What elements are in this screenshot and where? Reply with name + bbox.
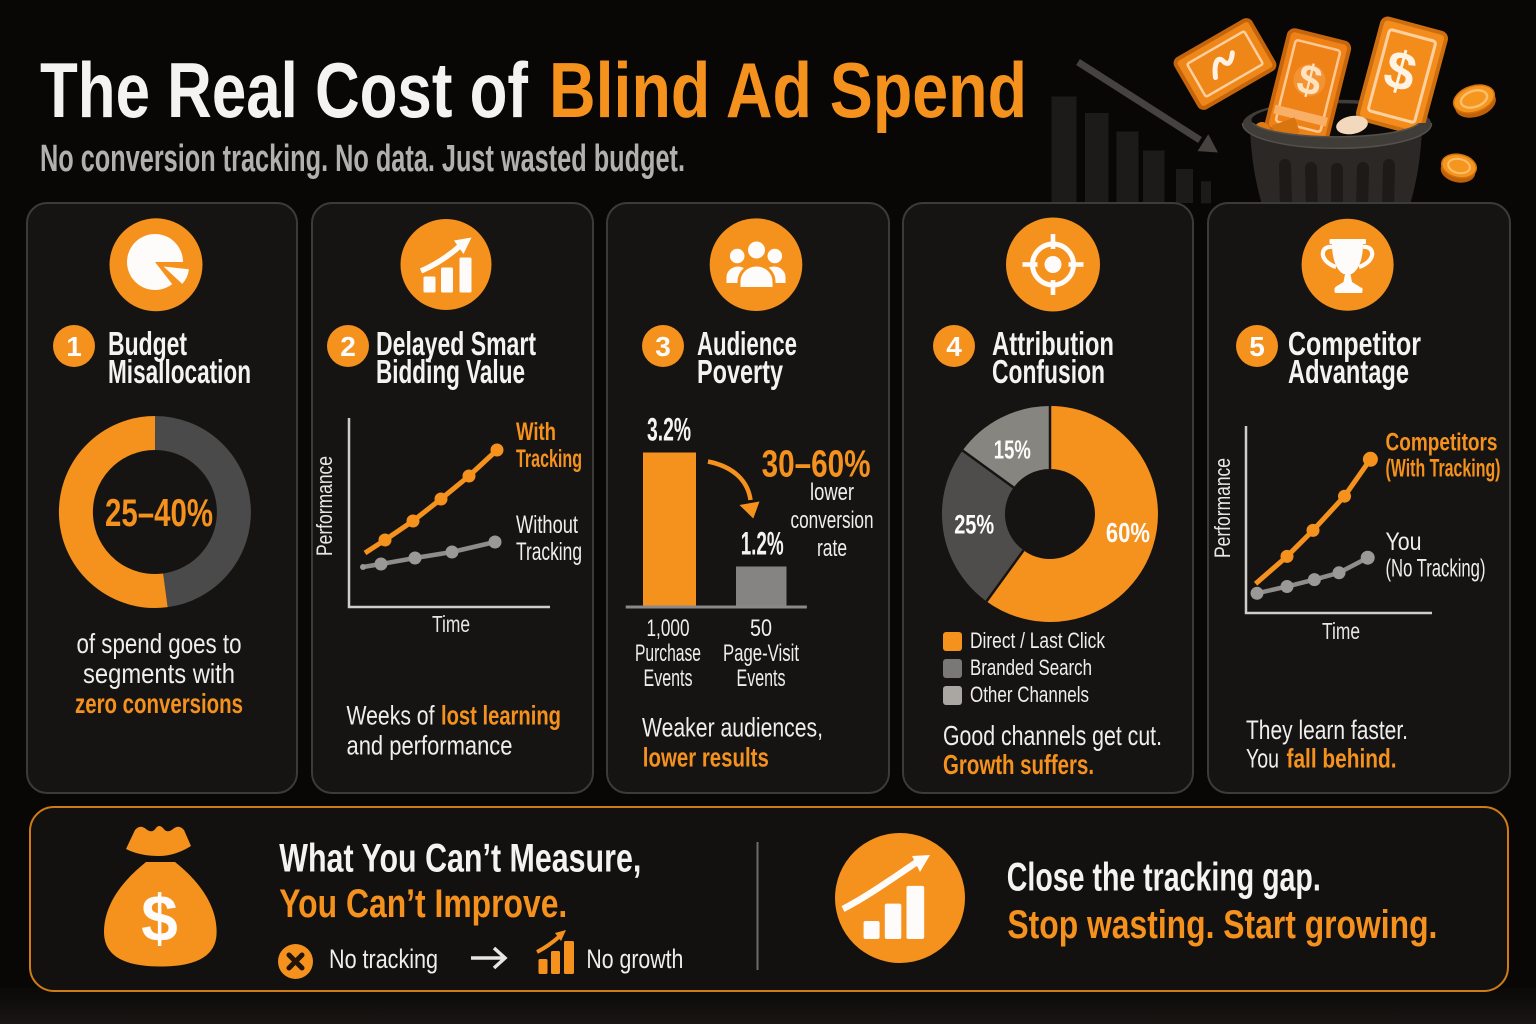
svg-text:60%: 60% [1106,517,1150,548]
svg-text:25–40%: 25–40% [105,492,213,535]
svg-text:Tracking: Tracking [516,538,582,566]
svg-text:Poverty: Poverty [697,353,783,390]
svg-text:zero conversions: zero conversions [75,688,243,719]
svg-text:30–60%: 30–60% [762,444,871,486]
svg-text:25%: 25% [954,510,994,540]
svg-text:1.2%: 1.2% [741,526,784,562]
svg-text:5: 5 [1249,331,1265,362]
svg-text:Direct / Last Click: Direct / Last Click [970,628,1106,653]
svg-text:Purchase: Purchase [635,640,701,667]
svg-text:No tracking: No tracking [329,944,438,974]
svg-text:Growth suffers.: Growth suffers. [943,749,1094,780]
svg-text:lost learning: lost learning [441,701,561,731]
svg-text:Delayed Smart: Delayed Smart [376,325,536,362]
svg-text:conversion: conversion [791,507,874,534]
svg-text:No growth: No growth [586,944,683,974]
svg-text:The Real Cost of: The Real Cost of [40,46,529,134]
svg-text:Page-Visit: Page-Visit [723,640,799,667]
svg-text:Bidding Value: Bidding Value [376,353,525,390]
svg-text:Budget: Budget [108,325,187,362]
svg-text:Events: Events [644,665,693,692]
svg-text:1: 1 [66,331,82,362]
svg-text:segments with: segments with [83,658,235,689]
svg-text:Advantage: Advantage [1288,353,1409,390]
svg-text:Competitor: Competitor [1288,325,1421,362]
svg-text:They learn faster.: They learn faster. [1246,715,1408,745]
svg-text:$: $ [141,881,178,955]
svg-text:Confusion: Confusion [992,353,1105,390]
svg-text:Branded Search: Branded Search [970,655,1092,680]
svg-text:3.2%: 3.2% [647,412,691,448]
svg-text:Competitors: Competitors [1386,429,1498,457]
svg-text:Audience: Audience [697,325,797,362]
svg-text:4: 4 [946,331,962,362]
svg-text:of spend goes to: of spend goes to [77,628,242,659]
svg-text:Time: Time [1322,618,1360,644]
svg-text:and performance: and performance [347,731,513,761]
svg-text:Weeks of: Weeks of [347,701,435,731]
svg-text:Events: Events [737,665,786,692]
svg-text:lower: lower [810,479,854,506]
svg-text:Good channels get cut.: Good channels get cut. [943,720,1162,751]
svg-text:Tracking: Tracking [516,445,582,473]
svg-text:Performance: Performance [1210,458,1235,558]
svg-text:Other Channels: Other Channels [970,682,1089,707]
svg-text:Without: Without [516,511,578,539]
svg-text:50: 50 [750,615,772,642]
svg-text:Close the tracking gap.: Close the tracking gap. [1007,856,1321,900]
svg-text:rate: rate [817,535,847,562]
svg-text:Performance: Performance [312,456,337,556]
svg-text:2: 2 [340,331,356,362]
svg-text:Blind Ad Spend: Blind Ad Spend [549,46,1027,134]
svg-text:You: You [1246,744,1279,774]
svg-text:1,000: 1,000 [647,615,690,642]
svg-text:No conversion tracking. No dat: No conversion tracking. No data. Just wa… [40,138,685,180]
svg-text:3: 3 [655,331,671,362]
svg-text:15%: 15% [994,434,1031,464]
svg-text:With: With [516,418,556,446]
svg-text:Stop wasting. Start growing.: Stop wasting. Start growing. [1007,903,1437,947]
svg-text:(With Tracking): (With Tracking) [1386,455,1501,483]
svg-text:Misallocation: Misallocation [108,353,251,390]
svg-text:Weaker audiences,: Weaker audiences, [642,713,823,743]
svg-text:lower results: lower results [643,743,769,773]
svg-text:What You Can’t Measure,: What You Can’t Measure, [279,836,641,880]
svg-text:You: You [1386,528,1422,556]
svg-text:fall behind.: fall behind. [1287,744,1397,774]
svg-text:You Can’t Improve.: You Can’t Improve. [279,882,567,926]
svg-text:(No Tracking): (No Tracking) [1386,554,1486,582]
svg-text:Attribution: Attribution [992,325,1114,362]
svg-text:Time: Time [432,611,470,637]
